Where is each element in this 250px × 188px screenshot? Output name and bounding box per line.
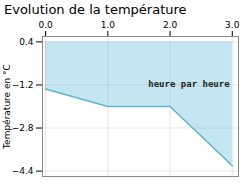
svg-text:3.0: 3.0: [225, 20, 240, 30]
svg-text:−2.8: −2.8: [12, 123, 34, 133]
svg-text:heure par heure: heure par heure: [148, 79, 230, 89]
svg-text:Température en °C: Température en °C: [2, 64, 12, 150]
svg-text:1.0: 1.0: [101, 20, 116, 30]
svg-text:0.4: 0.4: [19, 37, 34, 47]
svg-text:−1.2: −1.2: [12, 80, 34, 90]
svg-text:−4.4: −4.4: [12, 166, 34, 176]
svg-text:2.0: 2.0: [163, 20, 178, 30]
svg-text:0.0: 0.0: [38, 20, 53, 30]
html-text:Evolution de la température: Evolution de la température: [4, 2, 187, 17]
